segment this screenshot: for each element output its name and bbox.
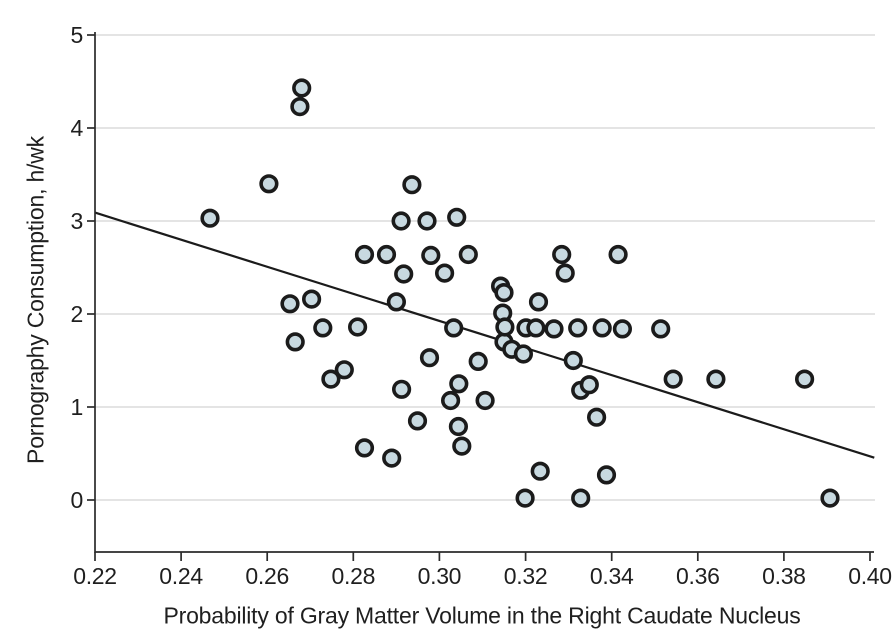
x-tick-label: 0.32 (504, 563, 548, 589)
data-point (402, 175, 422, 195)
data-point (376, 244, 397, 265)
data-point (563, 350, 583, 371)
x-tick-label: 0.26 (245, 563, 289, 589)
y-tick-label: 5 (71, 22, 84, 48)
data-point (382, 448, 402, 468)
x-tick-label: 0.36 (676, 563, 720, 589)
x-tick-label: 0.34 (590, 563, 634, 589)
data-point (334, 360, 354, 380)
data-point (528, 292, 549, 312)
data-point (475, 390, 495, 411)
trend-line (94, 211, 875, 459)
data-point (794, 369, 815, 389)
data-point (586, 407, 607, 427)
data-point (391, 211, 411, 231)
data-point (592, 318, 612, 338)
data-point (354, 438, 375, 458)
data-point (392, 379, 412, 399)
data-point (419, 348, 440, 368)
data-point (596, 465, 617, 485)
data-point (568, 318, 588, 338)
data-point (449, 374, 469, 394)
data-point (407, 411, 428, 431)
x-tick-label: 0.40 (848, 563, 892, 589)
y-tick-label: 3 (71, 208, 84, 234)
data-point (386, 292, 407, 312)
data-point (452, 436, 472, 456)
data-point (448, 416, 469, 437)
x-tick-label: 0.30 (418, 563, 462, 589)
data-point (290, 96, 310, 117)
data-point (321, 369, 341, 389)
y-tick-label: 2 (71, 301, 84, 327)
data-point (544, 319, 564, 339)
y-axis-title: Pornography Consumption, h/wk (22, 136, 49, 464)
data-point (495, 317, 515, 337)
data-point (302, 289, 322, 309)
y-tick-label: 0 (71, 487, 84, 513)
data-point (571, 488, 591, 508)
data-point (612, 319, 633, 339)
data-point (458, 244, 478, 265)
x-tick-label: 0.28 (332, 563, 376, 589)
data-point (348, 317, 368, 337)
x-tick-label: 0.22 (73, 563, 117, 589)
data-point (663, 369, 683, 389)
data-point (354, 244, 375, 265)
data-point (417, 211, 437, 231)
data-point (441, 390, 461, 411)
y-tick-label: 4 (71, 115, 84, 141)
data-point (435, 263, 455, 283)
data-point (468, 351, 488, 372)
data-point (526, 318, 546, 338)
data-point (579, 375, 599, 395)
y-tick-label: 1 (71, 394, 84, 420)
data-point (651, 319, 671, 339)
data-point (285, 332, 305, 352)
data-point (280, 294, 300, 314)
data-point (552, 244, 572, 265)
x-tick-label: 0.38 (762, 563, 806, 589)
data-point (515, 488, 535, 508)
data-point (706, 369, 726, 389)
data-point (494, 283, 514, 303)
data-point (292, 78, 312, 98)
x-tick-label: 0.24 (159, 563, 203, 589)
data-point (259, 174, 279, 194)
data-point (555, 263, 575, 283)
data-point (200, 208, 220, 228)
data-point (530, 461, 550, 481)
data-point (394, 264, 414, 284)
data-point (820, 488, 840, 508)
data-point (513, 344, 534, 364)
x-axis-title: Probability of Gray Matter Volume in the… (163, 602, 801, 629)
data-point (447, 207, 467, 227)
axes-lines (94, 32, 874, 553)
data-point (608, 244, 628, 265)
data-point (313, 318, 333, 338)
data-point (444, 318, 464, 338)
data-point (421, 245, 441, 265)
